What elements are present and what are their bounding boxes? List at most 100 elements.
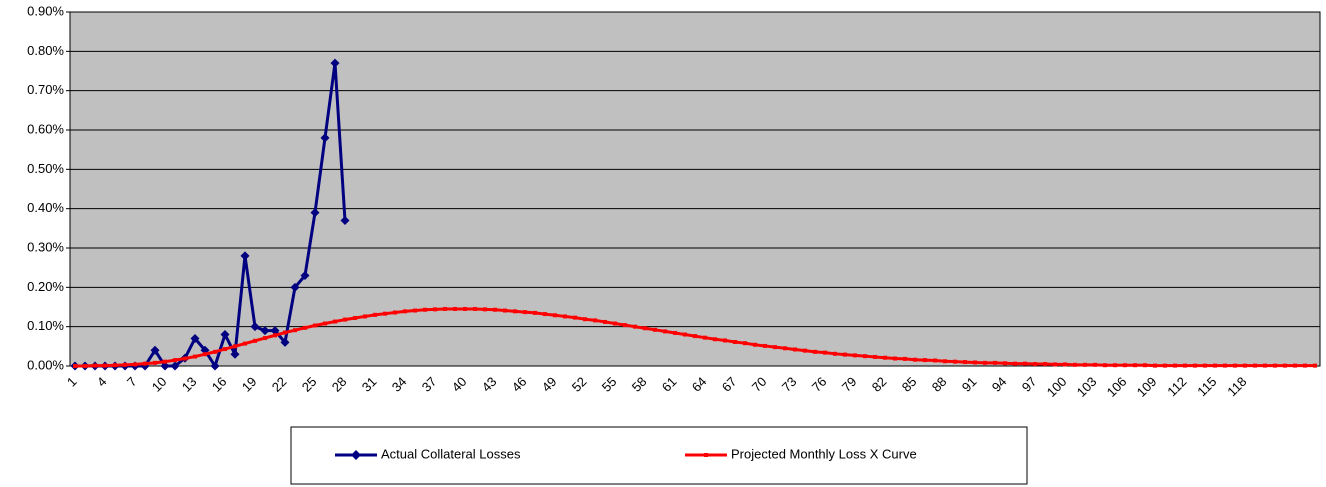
x-tick-label: 52: [569, 374, 590, 395]
x-tick-label: 88: [929, 374, 950, 395]
point: [893, 356, 897, 361]
x-tick-label: 58: [629, 374, 650, 395]
point: [253, 338, 257, 343]
x-tick-label: 67: [719, 374, 740, 395]
x-tick-label: 76: [809, 374, 830, 395]
point: [1233, 363, 1237, 368]
point: [913, 357, 917, 362]
point: [833, 351, 837, 356]
point: [103, 363, 107, 368]
x-tick-label: 1: [64, 374, 80, 390]
x-tick-label: 25: [299, 374, 320, 395]
point: [963, 360, 967, 365]
point: [93, 363, 97, 368]
point: [673, 330, 677, 335]
point: [143, 361, 147, 366]
plot-area: [70, 12, 1320, 366]
point: [603, 319, 607, 324]
x-tick-label: 49: [539, 374, 560, 395]
point: [283, 330, 287, 335]
point: [993, 360, 997, 365]
point: [813, 349, 817, 354]
point: [463, 306, 467, 311]
x-tick-label: 4: [94, 374, 110, 390]
point: [743, 341, 747, 346]
point: [923, 358, 927, 363]
x-tick-label: 112: [1164, 374, 1189, 399]
x-tick-label: 91: [959, 374, 980, 395]
point: [213, 349, 217, 354]
x-tick-label: 64: [689, 374, 710, 395]
point: [973, 360, 977, 365]
point: [73, 364, 77, 368]
point: [483, 307, 487, 312]
point: [1293, 363, 1297, 368]
y-tick-label: 0.00%: [27, 357, 64, 372]
point: [233, 344, 237, 349]
x-tick-label: 103: [1074, 374, 1100, 400]
point: [403, 309, 407, 314]
x-tick-label: 70: [749, 374, 770, 395]
point: [1133, 363, 1137, 368]
point: [1143, 363, 1147, 368]
point: [1103, 363, 1107, 368]
point: [933, 358, 937, 363]
y-tick-label: 0.80%: [27, 43, 64, 58]
point: [1203, 363, 1207, 368]
point: [903, 356, 907, 361]
point: [863, 354, 867, 359]
point: [653, 327, 657, 332]
x-tick-label: 16: [209, 374, 230, 395]
point: [220, 330, 230, 340]
point: [133, 362, 137, 367]
point: [513, 309, 517, 314]
x-tick-label: 46: [509, 374, 530, 395]
point: [333, 319, 337, 324]
point: [443, 306, 447, 311]
point: [843, 352, 847, 357]
point: [693, 334, 697, 339]
point: [293, 328, 297, 333]
point: [953, 359, 957, 364]
point: [230, 349, 240, 359]
point: [453, 306, 457, 311]
point: [153, 360, 157, 365]
legend-label: Projected Monthly Loss X Curve: [731, 446, 917, 461]
x-tick-label: 73: [779, 374, 800, 395]
point: [250, 322, 260, 332]
point: [163, 359, 167, 364]
y-tick-label: 0.10%: [27, 318, 64, 333]
point: [223, 347, 227, 352]
point: [753, 342, 757, 347]
point: [1053, 362, 1057, 367]
point: [1313, 363, 1317, 368]
point: [883, 355, 887, 360]
point: [853, 353, 857, 358]
point: [300, 271, 310, 281]
point: [1163, 363, 1167, 368]
point: [273, 333, 277, 338]
point: [1063, 362, 1067, 367]
point: [713, 337, 717, 342]
point: [353, 316, 357, 321]
point: [1273, 363, 1277, 368]
point: [1213, 363, 1217, 368]
x-tick-label: 19: [239, 374, 260, 395]
point: [203, 352, 207, 357]
point: [320, 133, 330, 143]
point: [170, 361, 180, 371]
point: [983, 360, 987, 365]
x-tick-label: 13: [179, 374, 200, 395]
point: [943, 359, 947, 364]
point: [793, 347, 797, 352]
x-tick-label: 43: [479, 374, 500, 395]
x-tick-label: 100: [1044, 374, 1070, 400]
x-tick-label: 94: [989, 374, 1010, 395]
point: [1183, 363, 1187, 368]
point: [803, 348, 807, 353]
point: [873, 354, 877, 359]
point: [183, 356, 187, 361]
point: [543, 312, 547, 317]
